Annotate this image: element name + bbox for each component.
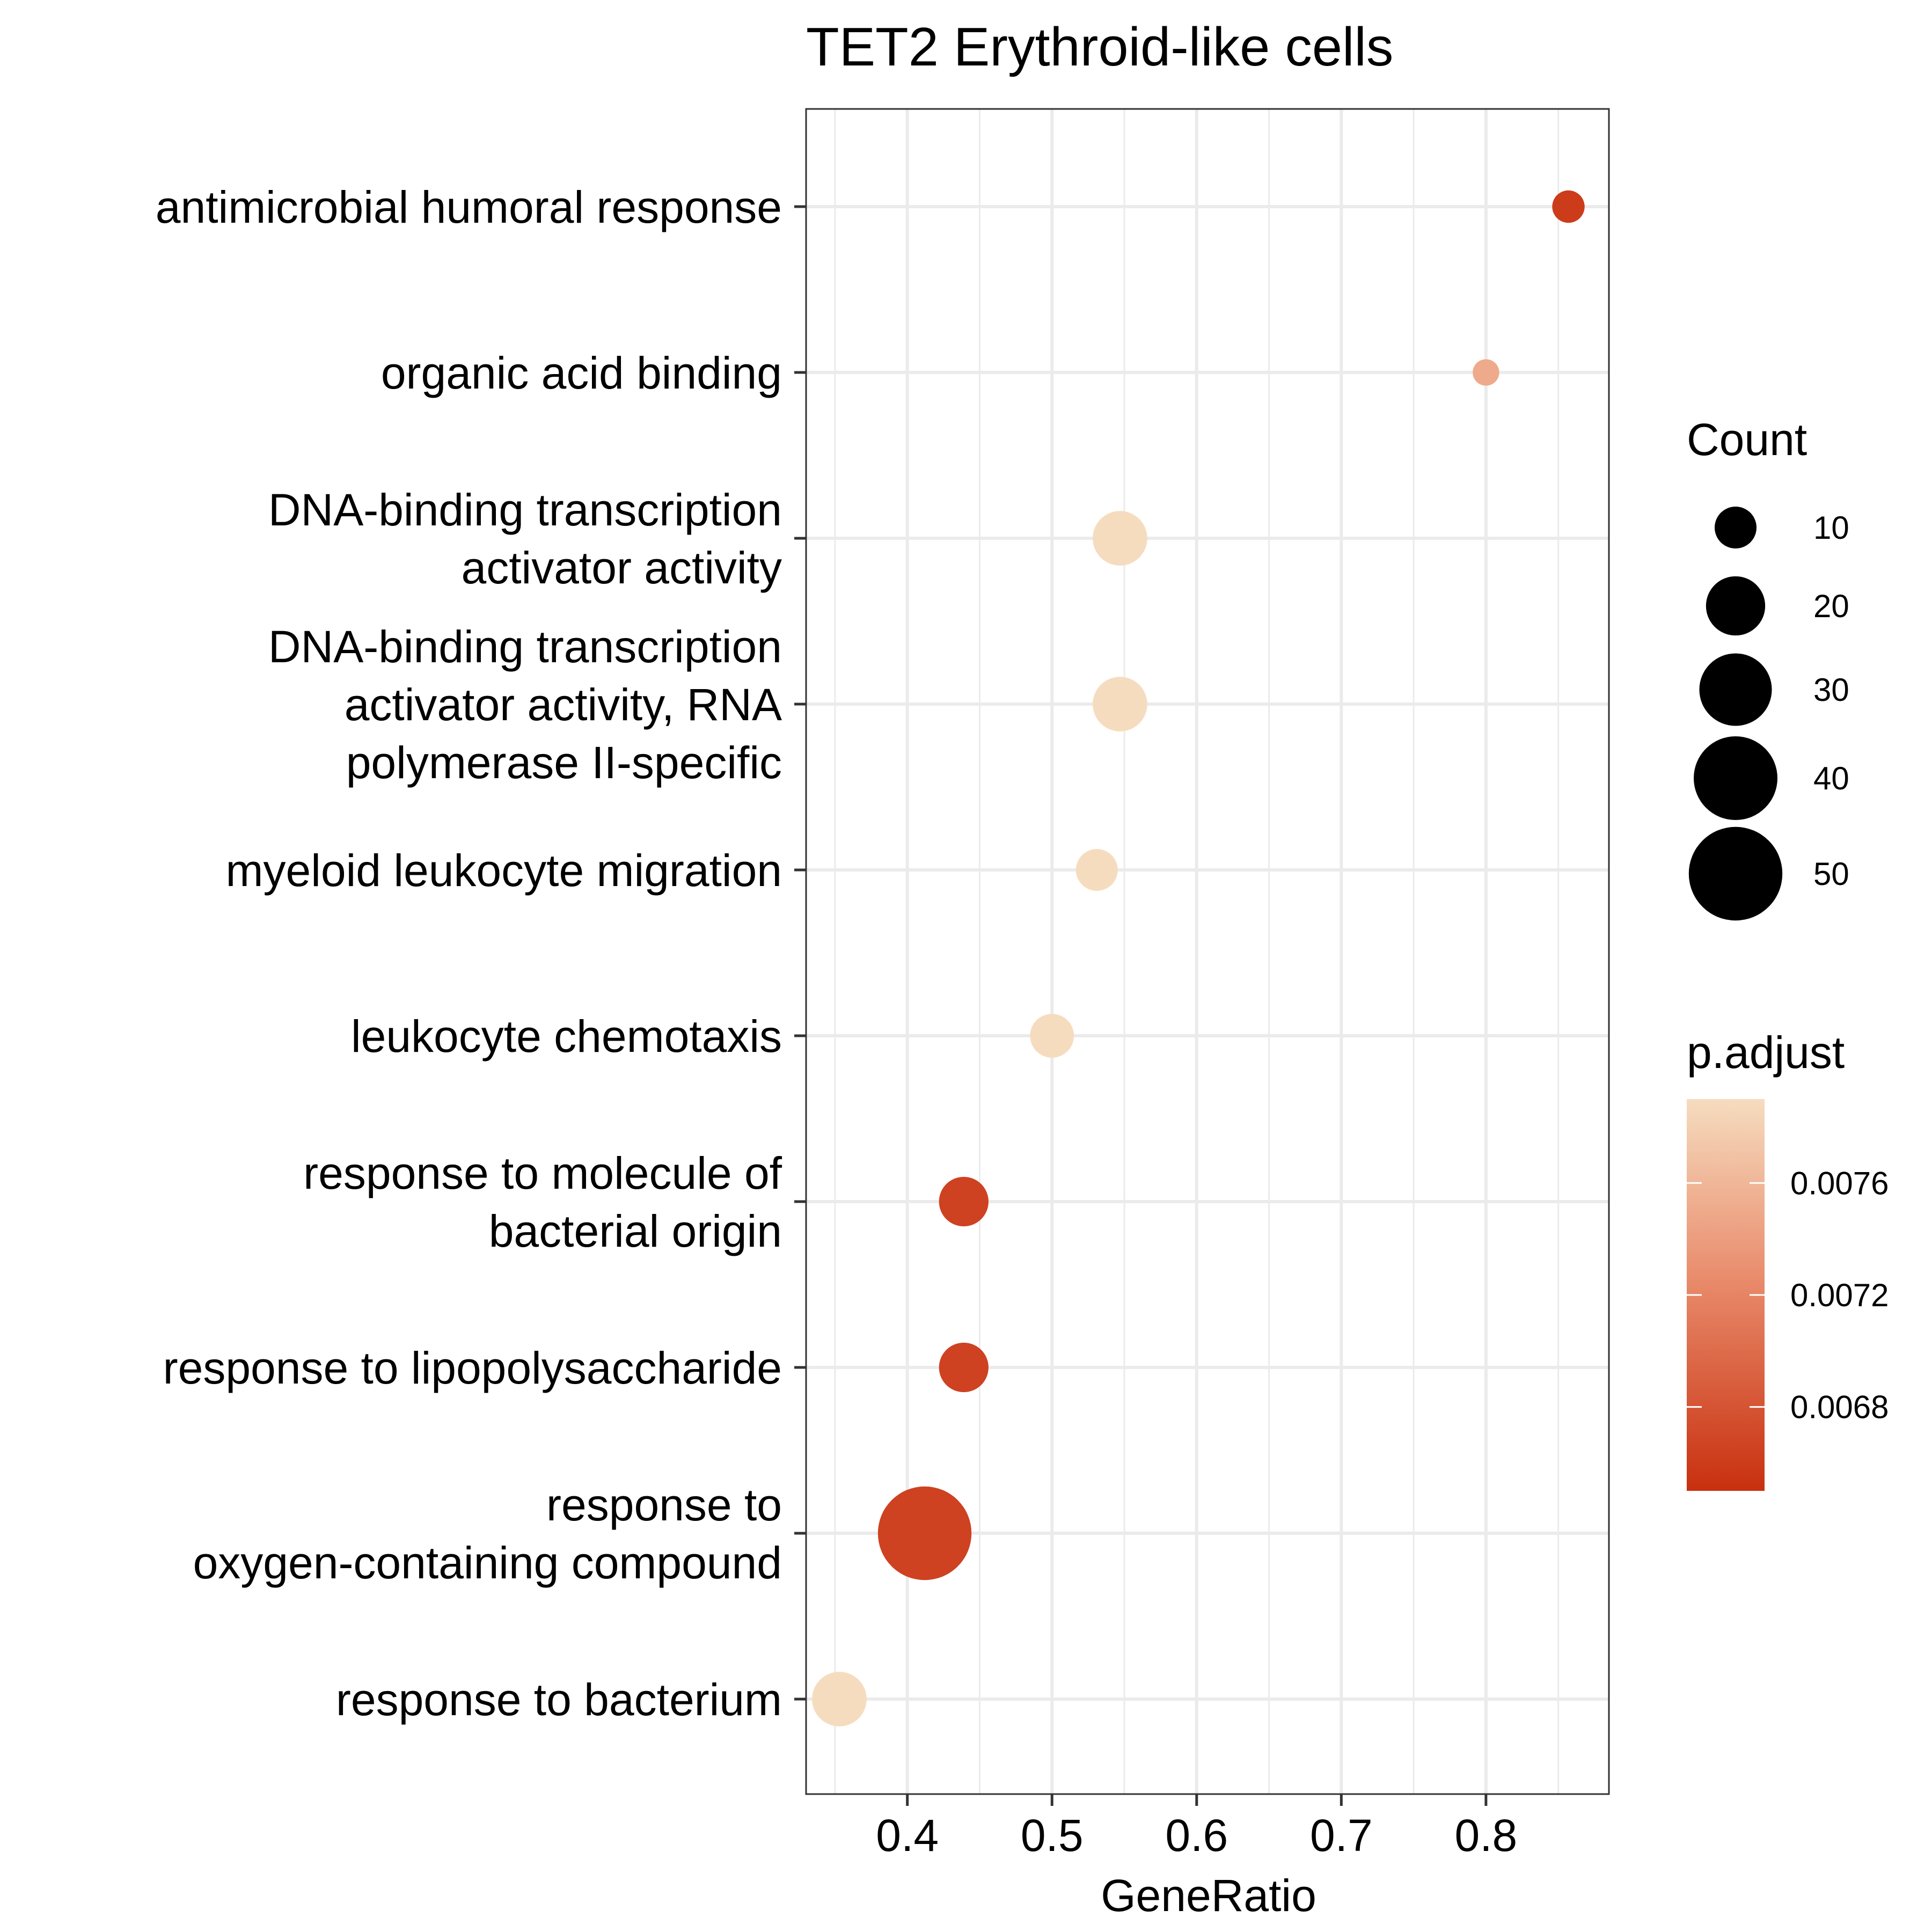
data-point (877, 1486, 972, 1580)
y-tick-label-line: response to molecule of (303, 1148, 782, 1198)
count-legend-title: Count (1687, 414, 1807, 465)
data-point (1093, 511, 1147, 566)
y-tick-label-line: activator activity (461, 543, 782, 593)
y-tick-label-line: activator activity, RNA (345, 679, 782, 730)
y-tick-label-line: bacterial origin (489, 1206, 782, 1256)
minor-gridlines (834, 109, 1560, 1794)
count-legend-label: 20 (1813, 588, 1849, 624)
count-legend: Count 10 20 30 40 50 (1687, 414, 1849, 921)
data-point (939, 1176, 989, 1227)
y-tick-label-line: DNA-binding transcription (268, 485, 782, 535)
count-legend-label: 50 (1813, 856, 1849, 892)
count-legend-key (1706, 576, 1766, 636)
y-tick-label: myeloid leukocyte migration (226, 845, 782, 896)
data-point (1473, 359, 1499, 386)
count-legend-key (1694, 736, 1777, 820)
data-point (939, 1342, 989, 1393)
y-tick-label: response to oxygen-containing compound (193, 1480, 782, 1588)
plot-panel-border (805, 108, 1610, 1795)
chart-title: TET2 Erythroid-like cells (806, 17, 1393, 77)
data-point (812, 1672, 867, 1726)
p-adjust-legend-label: 0.0076 (1790, 1165, 1889, 1201)
x-tick-label: 0.8 (1454, 1810, 1517, 1861)
y-axis: antimicrobial humoral response organic ac… (156, 182, 806, 1725)
p-adjust-legend-label: 0.0068 (1790, 1389, 1889, 1425)
p-adjust-legend-title: p.adjust (1687, 1027, 1845, 1078)
y-tick-label-line: response to lipopolysaccharide (163, 1343, 782, 1393)
count-legend-key (1715, 507, 1757, 548)
count-legend-key (1699, 653, 1772, 726)
y-tick-label: response to bacterium (336, 1674, 782, 1725)
count-legend-key (1688, 826, 1783, 921)
p-adjust-legend: p.adjust 0.0076 0.0072 0.0068 (1687, 1027, 1889, 1491)
y-tick-label: response to molecule of bacterial origin (303, 1148, 782, 1256)
count-legend-label: 40 (1813, 760, 1849, 796)
y-tick-label: leukocyte chemotaxis (351, 1011, 782, 1062)
x-axis: 0.4 0.5 0.6 0.7 0.8 (876, 1794, 1517, 1861)
x-tick-label: 0.4 (876, 1810, 939, 1861)
x-axis-title: GeneRatio (1101, 1870, 1316, 1921)
y-tick-label-line: leukocyte chemotaxis (351, 1011, 782, 1062)
y-tick-label-line: antimicrobial humoral response (156, 182, 782, 232)
y-tick-label-line: organic acid binding (381, 348, 782, 398)
y-tick-label-line: DNA-binding transcription (268, 621, 782, 672)
y-tick-label: organic acid binding (381, 348, 782, 398)
data-point (1552, 190, 1585, 223)
count-legend-label: 10 (1813, 510, 1849, 546)
y-tick-label-line: response to (546, 1480, 782, 1530)
y-tick-label: DNA-binding transcription activator activ… (268, 485, 782, 593)
x-tick-label: 0.5 (1021, 1810, 1084, 1861)
data-point (1030, 1014, 1074, 1058)
y-tick-label-line: myeloid leukocyte migration (226, 845, 782, 896)
y-tick-label: antimicrobial humoral response (156, 182, 782, 232)
y-tick-label-line: oxygen-containing compound (193, 1538, 782, 1588)
p-adjust-legend-label: 0.0072 (1790, 1277, 1889, 1313)
y-tick-label: DNA-binding transcription activator activ… (268, 621, 782, 788)
data-point (1093, 677, 1147, 731)
x-tick-label: 0.6 (1165, 1810, 1228, 1861)
data-point (1075, 849, 1118, 891)
data-points (812, 190, 1585, 1726)
y-tick-label: response to lipopolysaccharide (163, 1343, 782, 1393)
y-tick-label-line: polymerase II-specific (346, 737, 782, 788)
y-tick-label-line: response to bacterium (336, 1674, 782, 1725)
count-legend-label: 30 (1813, 672, 1849, 708)
x-tick-label: 0.7 (1310, 1810, 1373, 1861)
